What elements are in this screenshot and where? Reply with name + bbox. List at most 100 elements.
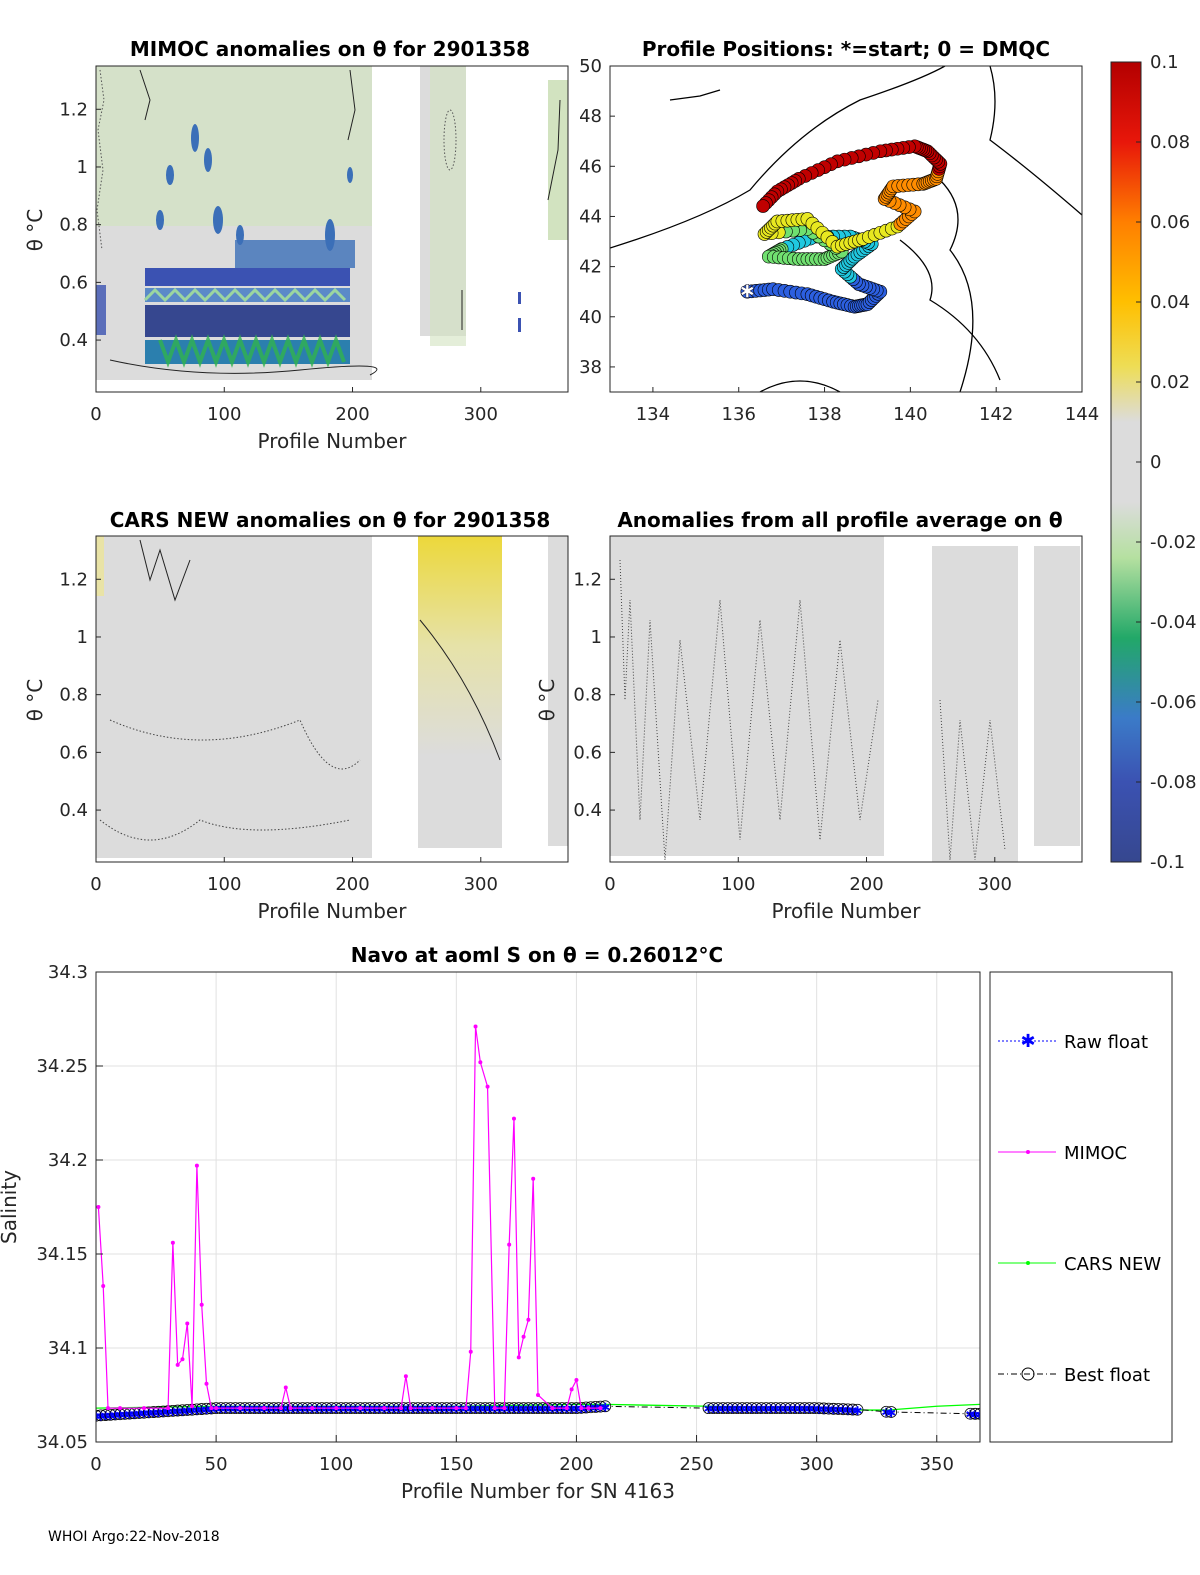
best-float-marker (880, 1405, 893, 1418)
colorbar-tick-label: 0.08 (1150, 132, 1190, 153)
raw-float-marker: ✱ (384, 1402, 394, 1416)
raw-float-marker: ✱ (495, 1402, 505, 1416)
best-float-marker (846, 1403, 859, 1416)
raw-float-marker: ✱ (742, 1402, 752, 1416)
raw-float-marker: ✱ (216, 1402, 226, 1416)
best-float-marker (741, 1402, 753, 1415)
x-tick-label: 100 (207, 874, 241, 895)
x-tick-label: 350 (920, 1454, 954, 1475)
raw-float-marker: ✱ (752, 1402, 762, 1416)
raw-float-marker: ✱ (965, 1408, 975, 1422)
x-tick-label: 200 (335, 404, 369, 425)
raw-float-marker: ✱ (346, 1402, 356, 1416)
best-float-marker (512, 1402, 525, 1415)
mimoc-point (492, 1406, 497, 1411)
raw-float-marker: ✱ (528, 1402, 538, 1416)
raw-float-marker: ✱ (713, 1402, 723, 1416)
mimoc-point (473, 1024, 478, 1029)
best-float-marker (96, 1409, 102, 1422)
raw-float-marker: ✱ (192, 1403, 202, 1417)
raw-float-marker: ✱ (523, 1402, 533, 1416)
raw-float-marker: ✱ (543, 1402, 553, 1416)
raw-float-marker: ✱ (408, 1402, 418, 1416)
raw-float-marker: ✱ (110, 1408, 120, 1422)
mimoc-point (118, 1406, 123, 1411)
raw-float-marker: ✱ (718, 1402, 728, 1416)
profile-position-marker (756, 199, 770, 213)
map-y-tick-label: 40 (579, 307, 602, 328)
mimoc-point (262, 1406, 267, 1411)
raw-float-marker: ✱ (848, 1404, 858, 1418)
best-float-marker (171, 1404, 184, 1417)
mimoc-point (468, 1349, 473, 1354)
x-tick-label: 250 (679, 1454, 713, 1475)
mimoc-point (511, 1116, 516, 1121)
colorbar-tick-label: 0.1 (1150, 52, 1179, 73)
raw-float-marker: ✱ (134, 1407, 144, 1421)
raw-float-marker: ✱ (437, 1402, 447, 1416)
best-float-marker (527, 1402, 540, 1415)
map-y-tick-label: 46 (579, 156, 602, 177)
raw-float-marker: ✱ (105, 1409, 115, 1423)
mimoc-heatmap (95, 65, 569, 393)
mimoc-point (283, 1385, 288, 1390)
best-float-marker (142, 1406, 155, 1419)
raw-float-marker: ✱ (250, 1402, 260, 1416)
x-tick-label: 300 (464, 874, 498, 895)
y-tick-label: 1.2 (59, 569, 88, 590)
best-float-marker (841, 1403, 854, 1416)
raw-float-marker: ✱ (101, 1409, 111, 1423)
y-tick-label: 0.4 (573, 800, 602, 821)
raw-float-marker: ✱ (466, 1402, 476, 1416)
mimoc-point (185, 1321, 190, 1326)
raw-float-marker: ✱ (274, 1402, 284, 1416)
mimoc-point (478, 1060, 483, 1065)
mimoc-point (408, 1406, 413, 1411)
raw-float-marker: ✱ (418, 1402, 428, 1416)
mimoc-point (526, 1317, 531, 1322)
mimoc-point (531, 1176, 536, 1181)
best-float-marker (837, 1403, 849, 1416)
best-float-marker (822, 1402, 835, 1415)
best-float-series-line (96, 1405, 980, 1417)
best-float-marker (885, 1406, 898, 1418)
mimoc-point (101, 1283, 106, 1288)
colorbar-tick-label: -0.02 (1150, 532, 1197, 553)
mimoc-point (199, 1302, 204, 1307)
raw-float-marker: ✱ (326, 1402, 336, 1416)
raw-float-marker: ✱ (814, 1402, 824, 1416)
best-float-marker (736, 1402, 749, 1415)
cars-xlabel: Profile Number (258, 899, 408, 923)
raw-float-marker: ✱ (129, 1407, 139, 1421)
mimoc-point (288, 1406, 293, 1411)
legend-cars-new: CARS NEW (998, 1254, 1161, 1275)
raw-float-marker: ✱ (278, 1402, 288, 1416)
raw-float-marker: ✱ (163, 1405, 173, 1419)
mimoc-xlabel: Profile Number (258, 429, 408, 453)
mimoc-point (574, 1377, 579, 1382)
y-tick-label: 0.8 (573, 685, 602, 706)
cars-new-series-line (96, 1403, 980, 1411)
raw-float-marker: ✱ (153, 1406, 163, 1420)
mimoc-point (550, 1406, 555, 1411)
mimoc-point (516, 1355, 521, 1360)
raw-float-marker: ✱ (317, 1402, 327, 1416)
x-tick-label: 300 (978, 874, 1012, 895)
raw-float-marker: ✱ (288, 1402, 298, 1416)
colorbar-tick-label: -0.04 (1150, 612, 1197, 633)
mimoc-point (106, 1406, 111, 1411)
mimoc-point (238, 1406, 243, 1411)
raw-float-marker: ✱ (177, 1404, 187, 1418)
mimoc-point (598, 1406, 603, 1411)
best-float-marker (536, 1402, 549, 1415)
best-float-marker (726, 1402, 739, 1415)
best-float-marker (964, 1407, 977, 1420)
y-tick-label: 1 (77, 627, 88, 648)
mimoc-point (463, 1406, 468, 1411)
raw-float-marker: ✱ (139, 1407, 149, 1421)
mimoc-point (399, 1406, 404, 1411)
raw-float-marker: ✱ (413, 1402, 423, 1416)
mimoc-point (564, 1406, 569, 1411)
best-float-marker (96, 1409, 107, 1422)
